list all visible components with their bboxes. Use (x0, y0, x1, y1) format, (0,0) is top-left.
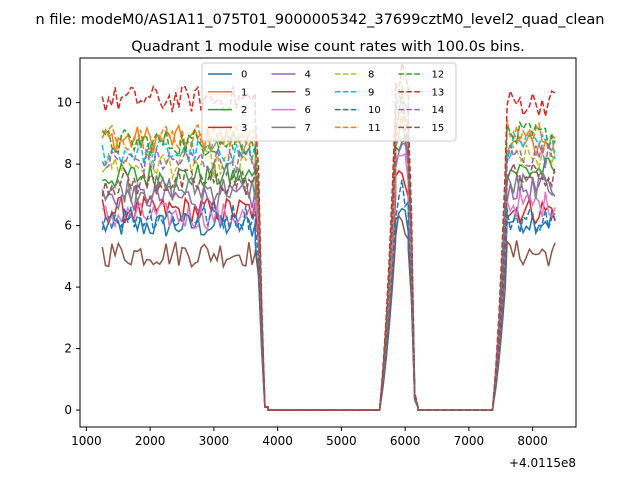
x-tick-label-1000: 1000 (71, 434, 102, 448)
legend-label-10: 10 (368, 105, 381, 116)
series-line-6 (101, 152, 556, 411)
series-line-10 (101, 179, 556, 411)
series-line-15 (101, 125, 556, 411)
legend-label-5: 5 (305, 87, 311, 98)
plot-frame (79, 57, 577, 428)
y-tick-label-6: 6 (64, 219, 72, 233)
x-tick-label-3000: 3000 (199, 434, 230, 448)
suptitle: n file: modeM0/AS1A11_075T01_9000005342_… (36, 12, 605, 28)
x-offset-label: +4.0115e8 (509, 456, 576, 470)
legend-label-11: 11 (368, 123, 381, 134)
legend-label-8: 8 (368, 70, 374, 81)
series-line-2 (102, 134, 556, 411)
series-line-3 (101, 169, 556, 411)
x-tick-label-8000: 8000 (517, 434, 548, 448)
series-line-9 (101, 92, 556, 411)
x-tick-label-7000: 7000 (454, 434, 485, 448)
legend-label-15: 15 (432, 123, 445, 134)
y-tick-label-4: 4 (64, 280, 72, 294)
y-tick-label-2: 2 (64, 342, 72, 356)
legend-label-12: 12 (432, 70, 445, 81)
legend-label-7: 7 (305, 123, 311, 134)
legend-label-0: 0 (241, 70, 247, 81)
legend-label-14: 14 (432, 105, 445, 116)
legend-label-9: 9 (368, 87, 374, 98)
axes-layer: 1000 2000 3000 4000 5000 6000 7000 8000 0 2 4 6 8 10 (57, 96, 548, 448)
x-tick-label-4000: 4000 (262, 434, 293, 448)
legend-label-3: 3 (241, 123, 247, 134)
legend-label-4: 4 (305, 70, 311, 81)
chart-title: Quadrant 1 module wise count rates with … (131, 39, 525, 55)
legend-label-6: 6 (305, 105, 311, 116)
series-line-7 (101, 134, 556, 411)
legend-label-1: 1 (241, 87, 247, 98)
legend-label-2: 2 (241, 105, 247, 116)
y-tick-label-8: 8 (64, 157, 72, 171)
series-line-5 (101, 214, 556, 411)
series-line-0 (101, 206, 556, 411)
series-layer (101, 63, 556, 411)
y-tick-label-0: 0 (64, 403, 72, 417)
legend-label-13: 13 (432, 87, 445, 98)
x-tick-label-5000: 5000 (326, 434, 357, 448)
x-tick-label-6000: 6000 (390, 434, 421, 448)
legend-box (201, 62, 457, 142)
y-tick-label-10: 10 (57, 96, 72, 110)
x-tick-label-2000: 2000 (135, 434, 166, 448)
